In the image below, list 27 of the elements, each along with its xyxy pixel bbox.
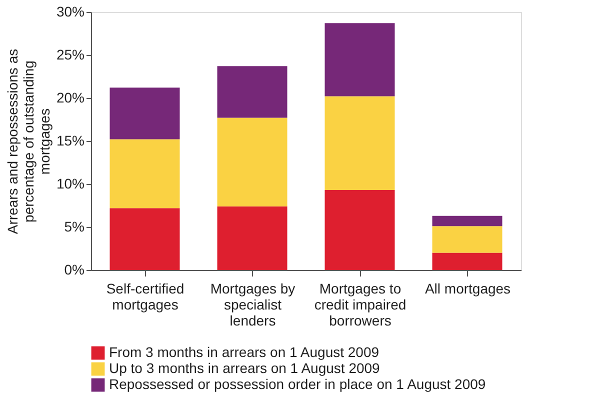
x-tick-label: Mortgages to credit impaired borrowers [314,280,406,328]
legend-label: From 3 months in arrears on 1 August 2009 [109,344,380,360]
y-tick-label: 10% [56,176,84,192]
y-tick-label: 15% [56,132,84,148]
legend-label: Repossessed or possession order in place on 1 August 2009 [109,376,486,392]
bar [217,206,288,270]
bar [324,23,395,96]
bar [217,118,288,206]
x-tick-label: Self-certified mortgages [106,280,184,312]
bar [217,66,288,118]
bar [432,252,502,270]
bar [110,139,180,208]
bar [324,190,395,270]
y-axis-title: Arrears and repossessions as percentage of outstanding mortgages [4,48,52,234]
bar [110,208,180,270]
bar [324,96,395,190]
bar [110,88,180,140]
y-tick-label: 20% [56,90,84,106]
bar [432,226,502,253]
x-tick-label: Mortgages by specialist lenders [210,280,296,328]
x-tick-label: All mortgages [424,280,511,296]
y-tick-label: 0% [64,262,84,278]
y-tick-label: 5% [64,218,84,234]
legend-label: Up to 3 months in arrears on 1 August 2009 [109,360,380,376]
bar [432,216,502,226]
y-tick-label: 30% [56,4,84,20]
y-tick-label: 25% [56,46,84,62]
